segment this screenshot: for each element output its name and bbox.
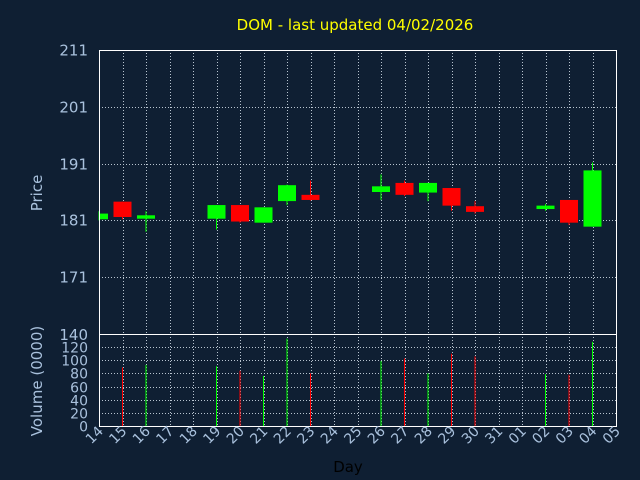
volume-grid — [99, 334, 616, 426]
x-tick-label: 28 — [412, 424, 436, 448]
candle-body — [207, 205, 226, 219]
volume-frame — [99, 334, 617, 427]
candle-body — [536, 205, 555, 210]
volume-tick-label: 40 — [70, 394, 88, 410]
x-tick-label: 24 — [318, 423, 342, 447]
candle-body — [113, 201, 132, 217]
price-tick-label: 201 — [59, 99, 88, 117]
x-tick-label: 30 — [459, 424, 483, 448]
candle-body — [137, 215, 155, 219]
price-tick-label: 191 — [59, 156, 88, 174]
price-y-ticks: 211 201 191 181 171 — [59, 42, 88, 287]
x-tick-label: 23 — [294, 424, 318, 448]
price-frame — [99, 50, 617, 335]
volume-axis-label: Volume (0000) — [28, 326, 46, 436]
x-tick-label: 25 — [341, 424, 365, 448]
candle-body — [372, 186, 390, 192]
x-axis-label: Day — [333, 458, 363, 476]
chart-title: DOM - last updated 04/02/2026 — [237, 16, 474, 34]
volume-tick-label: 20 — [70, 407, 88, 423]
price-tick-label: 171 — [59, 269, 88, 287]
x-tick-label: 04 — [576, 423, 600, 447]
candle-body — [278, 185, 296, 202]
x-tick-label: 01 — [506, 424, 530, 448]
x-tick-label: 31 — [482, 424, 506, 448]
candle-body — [254, 207, 273, 223]
x-tick-label: 18 — [177, 424, 201, 448]
candle-body — [395, 182, 414, 195]
candle-body — [231, 205, 249, 222]
x-tick-label: 05 — [600, 424, 624, 448]
x-tick-label: 26 — [365, 423, 389, 447]
volume-tick-label: 100 — [61, 354, 88, 370]
price-bottom-label: 140 — [59, 326, 88, 344]
x-tick-label: 15 — [106, 424, 130, 448]
candle-body — [99, 213, 108, 220]
candle-body — [301, 194, 320, 200]
volume-bars — [122, 338, 593, 426]
volume-tick-label: 120 — [61, 341, 88, 357]
x-tick-label: 27 — [388, 424, 412, 448]
volume-tick-label: 80 — [70, 367, 88, 383]
candle-body — [442, 188, 461, 206]
price-axis-label: Price — [28, 175, 46, 212]
x-tick-label: 17 — [153, 424, 177, 448]
candle-body — [560, 199, 578, 223]
candle-body — [419, 182, 437, 193]
x-tick-label: 02 — [529, 424, 553, 448]
x-tick-label: 21 — [247, 424, 271, 448]
x-tick-label: 16 — [130, 423, 154, 447]
x-tick-label: 19 — [200, 424, 224, 448]
x-tick-label: 29 — [435, 424, 459, 448]
x-tick-label: 03 — [553, 424, 577, 448]
price-tick-label: 211 — [59, 42, 88, 60]
price-tick-label: 181 — [59, 212, 88, 230]
volume-tick-label: 60 — [70, 381, 88, 397]
x-tick-label: 22 — [271, 424, 295, 448]
candle-body — [466, 206, 484, 212]
price-panel: 211 201 191 181 171 — [59, 42, 617, 335]
volume-tick-label: 0 — [79, 420, 88, 436]
candle-body — [583, 170, 602, 227]
price-grid — [99, 50, 616, 334]
x-ticks: 14 15 16 17 18 19 20 21 22 23 24 25 26 27 28 29 30 31 01 02… — [83, 423, 624, 447]
candles — [98, 162, 602, 232]
x-tick-label: 20 — [224, 424, 248, 448]
